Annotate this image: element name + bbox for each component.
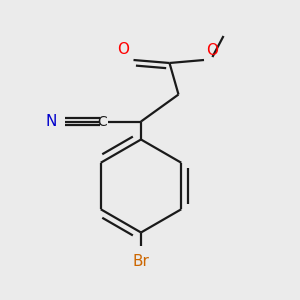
Text: C: C xyxy=(97,115,106,128)
Text: N: N xyxy=(46,114,57,129)
Text: O: O xyxy=(117,42,129,57)
Text: O: O xyxy=(206,44,218,59)
Text: Br: Br xyxy=(133,254,149,268)
